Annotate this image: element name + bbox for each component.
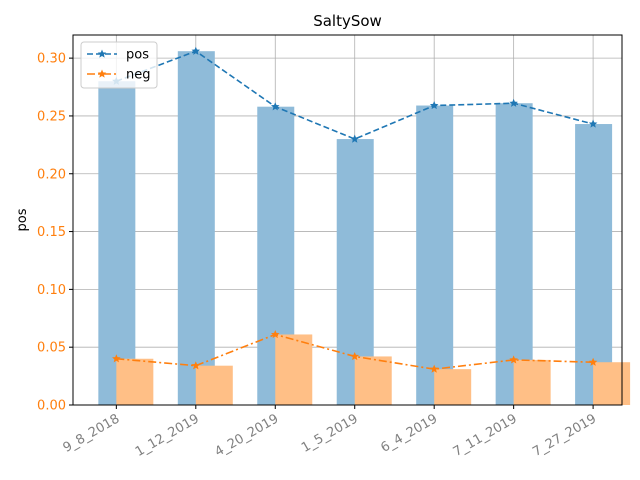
point-neg bbox=[112, 354, 121, 363]
bar-neg bbox=[354, 356, 392, 405]
y-tick-label: 0.10 bbox=[37, 283, 66, 298]
legend-label-pos: pos bbox=[126, 48, 149, 63]
bar-pos bbox=[98, 81, 136, 405]
point-neg bbox=[191, 361, 201, 370]
point-pos bbox=[429, 101, 439, 110]
point-neg bbox=[350, 351, 359, 361]
bar-neg bbox=[116, 358, 154, 405]
point-neg bbox=[588, 357, 598, 366]
bar-neg bbox=[275, 334, 313, 405]
bar-pos bbox=[177, 51, 215, 405]
bar-neg bbox=[434, 369, 472, 405]
point-neg bbox=[509, 355, 518, 364]
x-tick-label: 7_11_2019 bbox=[451, 411, 520, 459]
point-pos bbox=[588, 119, 598, 128]
y-tick-label: 0.00 bbox=[37, 399, 66, 414]
x-tick-label: 1_12_2019 bbox=[133, 411, 202, 459]
y-tick-label: 0.20 bbox=[37, 167, 66, 182]
point-neg bbox=[429, 364, 439, 373]
point-pos bbox=[509, 98, 518, 107]
point-pos bbox=[350, 134, 359, 143]
point-neg bbox=[270, 329, 280, 339]
plot-frame bbox=[72, 34, 623, 406]
point-pos bbox=[191, 46, 201, 55]
y-tick-label: 0.15 bbox=[37, 225, 66, 240]
legend-label-neg: neg bbox=[126, 68, 151, 83]
bar-neg bbox=[195, 365, 233, 405]
bar-pos bbox=[416, 105, 454, 405]
bar-neg bbox=[513, 359, 551, 405]
bar-pos bbox=[575, 124, 613, 405]
legend-marker-neg bbox=[97, 69, 107, 78]
legend-marker-pos bbox=[97, 49, 107, 58]
chart-title: SaltySow bbox=[313, 12, 382, 30]
x-tick-label: 1_5_2019 bbox=[299, 411, 361, 455]
y-axis-ticks: 0.00 0.05 0.10 0.15 0.20 0.25 0.30 bbox=[37, 52, 73, 414]
legend: pos neg bbox=[80, 41, 158, 89]
x-tick-label: 9_8_2018 bbox=[61, 411, 123, 455]
bar-neg bbox=[593, 362, 631, 405]
y-tick-label: 0.05 bbox=[37, 341, 66, 356]
bars bbox=[98, 51, 631, 405]
x-axis-ticks: 9_8_2018 1_12_2019 4_20_2019 1_5_2019 6_4_20… bbox=[61, 405, 599, 460]
bar-pos bbox=[495, 103, 533, 405]
y-tick-label: 0.30 bbox=[37, 52, 66, 67]
x-tick-label: 4_20_2019 bbox=[212, 411, 281, 459]
y-axis-label: pos bbox=[15, 208, 30, 231]
x-tick-label: 7_27_2019 bbox=[530, 411, 599, 459]
x-tick-label: 6_4_2019 bbox=[378, 411, 440, 455]
point-pos bbox=[270, 102, 280, 111]
y-tick-label: 0.25 bbox=[37, 109, 66, 124]
